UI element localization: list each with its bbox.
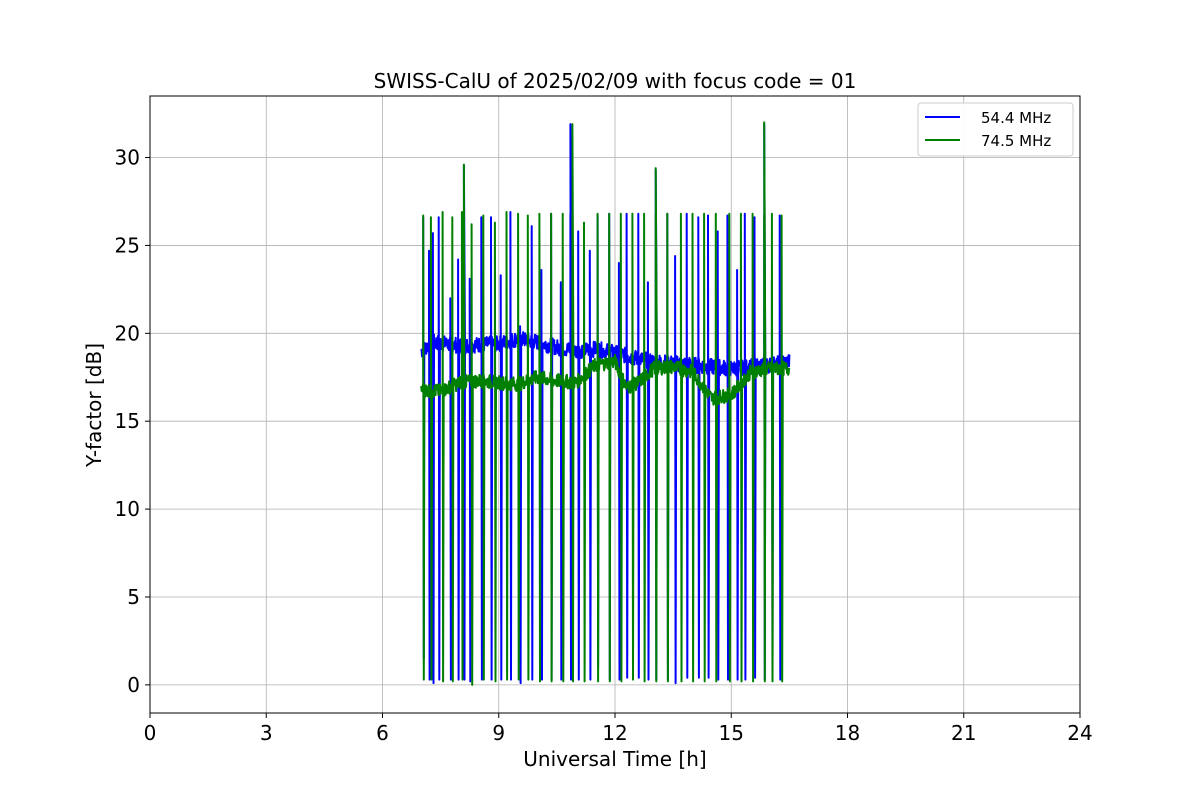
x-tick-label: 12: [602, 721, 627, 745]
y-axis-label: Y-factor [dB]: [82, 343, 106, 468]
chart-title: SWISS-CalU of 2025/02/09 with focus code…: [374, 69, 857, 93]
x-tick-label: 15: [719, 721, 744, 745]
y-tick-label: 10: [115, 497, 140, 521]
x-tick-label: 18: [835, 721, 860, 745]
series-layer: [420, 121, 791, 686]
y-tick-label: 20: [115, 321, 140, 345]
x-axis: 0 3 6 9 12 15 18 21 24: [144, 713, 1093, 745]
y-tick-label: 5: [127, 585, 140, 609]
y-tick-label: 15: [115, 409, 140, 433]
y-tick-label: 25: [115, 233, 140, 257]
y-tick-label: 0: [127, 673, 140, 697]
x-tick-label: 0: [144, 721, 157, 745]
x-axis-label: Universal Time [h]: [523, 747, 706, 771]
x-tick-label: 6: [376, 721, 389, 745]
x-tick-label: 3: [260, 721, 273, 745]
legend-label-54: 54.4 MHz: [981, 109, 1051, 127]
x-tick-label: 24: [1067, 721, 1092, 745]
series-line-0: [420, 123, 791, 685]
x-tick-label: 21: [951, 721, 976, 745]
y-axis: 0 5 10 15 20 25 30: [115, 146, 150, 697]
y-tick-label: 30: [115, 146, 140, 170]
x-tick-label: 9: [492, 721, 505, 745]
legend: 54.4 MHz 74.5 MHz: [917, 102, 1074, 157]
series-line-1: [420, 121, 791, 686]
legend-label-74: 74.5 MHz: [981, 132, 1051, 150]
